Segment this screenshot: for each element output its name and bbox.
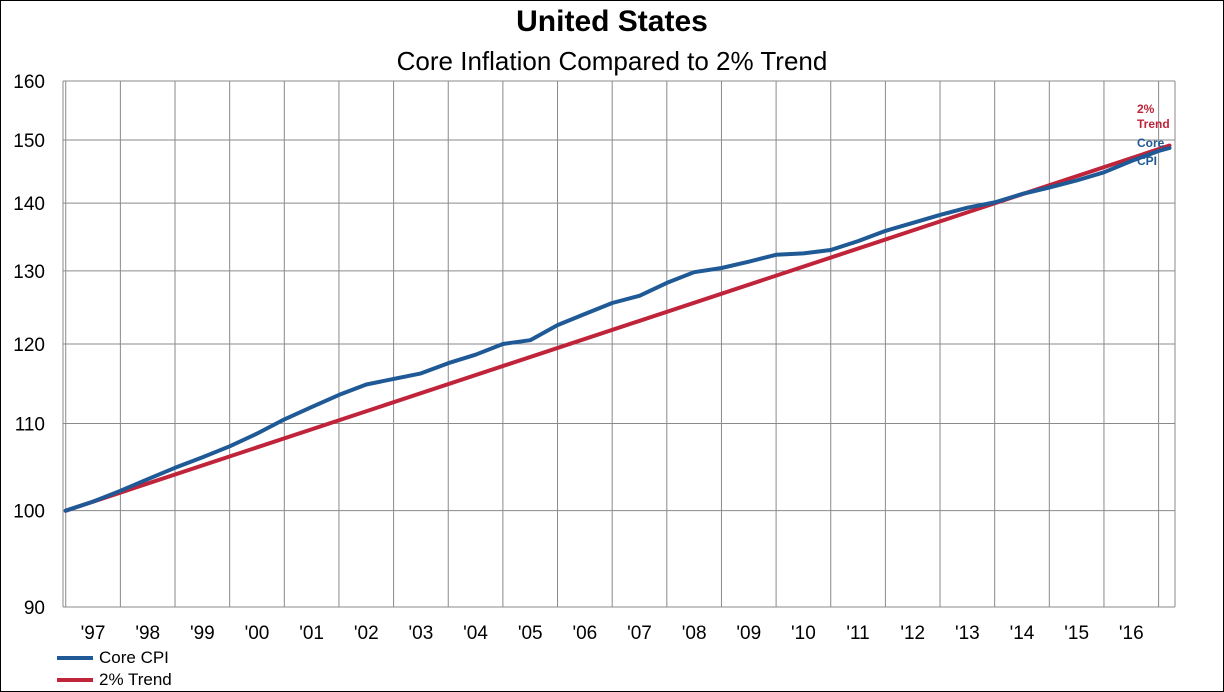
x-axis: '97 '98 '99 '00 '01 '02 '03 '04 '05 '06 '07 '08 '09 '… [81, 623, 1144, 644]
x-tick-label: '16 [1119, 623, 1144, 644]
y-tick-label: 110 [15, 415, 45, 436]
x-tick-label: '04 [463, 623, 488, 644]
y-tick-label: 130 [13, 262, 45, 283]
x-tick-label: '03 [409, 623, 434, 644]
y-tick-label: 90 [24, 598, 45, 619]
x-tick-label: '98 [135, 623, 160, 644]
end-label-core: CPI [1137, 154, 1157, 168]
x-tick-label: '10 [791, 623, 816, 644]
chart-title: United States [516, 5, 708, 38]
x-tick-label: '00 [245, 623, 270, 644]
x-tick-label: '08 [682, 623, 707, 644]
x-tick-label: '99 [190, 623, 215, 644]
x-tick-label: '15 [1064, 623, 1089, 644]
legend-swatch-trend [57, 678, 93, 682]
x-tick-label: '02 [354, 623, 379, 644]
x-tick-label: '06 [572, 623, 597, 644]
y-tick-label: 100 [13, 502, 45, 523]
series-lines [63, 143, 1172, 513]
x-tick-label: '07 [627, 623, 652, 644]
y-tick-label: 140 [13, 194, 45, 215]
grid-lines [62, 80, 1176, 608]
end-label-core: Core [1137, 136, 1165, 150]
x-tick-label: '09 [736, 623, 761, 644]
y-tick-label: 120 [13, 335, 45, 356]
chart-subtitle: Core Inflation Compared to 2% Trend [396, 46, 828, 76]
series-line-trend [63, 143, 1172, 513]
x-tick-label: '13 [955, 623, 980, 644]
x-tick-label: '14 [1010, 623, 1035, 644]
x-tick-label: '05 [518, 623, 543, 644]
series-line-core-cpi [63, 146, 1172, 513]
legend: Core CPI 2% Trend [57, 647, 172, 691]
legend-label-trend: 2% Trend [99, 670, 172, 689]
y-axis: 90 100 110 120 130 140 150 160 [13, 72, 45, 619]
y-tick-label: 160 [13, 72, 45, 93]
end-label-trend: Trend [1137, 117, 1170, 131]
end-labels: 2%Trend Core CPI [1137, 102, 1170, 168]
legend-item-trend: 2% Trend [57, 669, 172, 691]
x-tick-label: '12 [900, 623, 925, 644]
legend-swatch-core-cpi [57, 656, 93, 660]
end-label-trend: 2% [1137, 102, 1155, 116]
y-tick-label: 150 [13, 131, 45, 152]
legend-label-core-cpi: Core CPI [99, 648, 169, 667]
x-tick-label: '97 [81, 623, 106, 644]
x-tick-label: '11 [846, 623, 869, 644]
legend-item-core-cpi: Core CPI [57, 647, 172, 669]
x-tick-label: '01 [299, 623, 324, 644]
